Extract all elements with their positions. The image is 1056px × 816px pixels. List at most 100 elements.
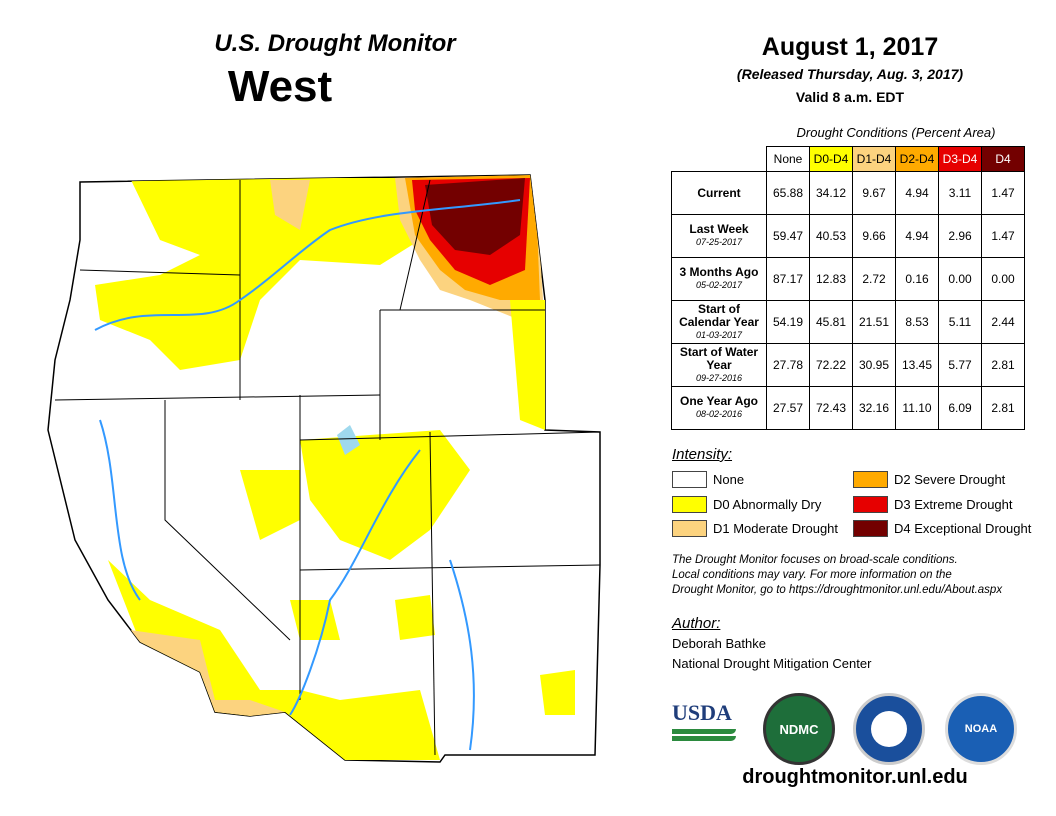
table-cell: 2.72 [852, 257, 896, 301]
legend-swatch [853, 471, 888, 488]
row-label-text: Start of Calendar Year [679, 301, 759, 329]
note-line: Local conditions may vary. For more info… [672, 569, 952, 581]
table-cell: 27.57 [766, 386, 810, 430]
legend-item-d2: D2 Severe Drought [853, 471, 1005, 488]
table-cell: 45.81 [809, 300, 853, 344]
legend-swatch [672, 520, 707, 537]
author-label: Author: [672, 615, 721, 632]
d0-area-south [108, 560, 440, 760]
website-url[interactable]: droughtmonitor.unl.edu [742, 766, 968, 788]
commerce-seal-logo [853, 693, 925, 765]
table-cell: 2.96 [938, 214, 982, 258]
legend-item-d0: D0 Abnormally Dry [672, 496, 821, 513]
row-label: Current [671, 171, 767, 215]
great-salt-lake [337, 425, 360, 455]
col-d1-d4: D1-D4 [852, 146, 896, 172]
map-date: August 1, 2017 [761, 33, 939, 61]
d1-area-idaho [270, 180, 310, 230]
row-label: Start of Water Year 09-27-2016 [671, 343, 767, 387]
table-cell: 0.00 [981, 257, 1025, 301]
drought-map [47, 174, 601, 763]
col-d2-d4: D2-D4 [895, 146, 939, 172]
note-line: The Drought Monitor focuses on broad-sca… [672, 554, 958, 566]
table-cell: 11.10 [895, 386, 939, 430]
legend-item-d1: D1 Moderate Drought [672, 520, 838, 537]
legend-title: Intensity: [672, 446, 733, 463]
row-date: 07-25-2017 [695, 237, 743, 247]
table-header-row: None D0-D4 D1-D4 D2-D4 D3-D4 D4 [672, 146, 1025, 172]
drought-conditions-table: None D0-D4 D1-D4 D2-D4 D3-D4 D4 Current 6… [671, 146, 1025, 430]
d4-area [425, 178, 525, 255]
legend-swatch [672, 496, 707, 513]
table-cell: 27.78 [766, 343, 810, 387]
table-cell: 2.81 [981, 343, 1025, 387]
legend-item-none: None [672, 471, 744, 488]
table-cell: 30.95 [852, 343, 896, 387]
noaa-logo: NOAA [945, 693, 1017, 765]
region-title: West [227, 62, 333, 111]
col-d3-d4: D3-D4 [938, 146, 982, 172]
table-cell: 2.44 [981, 300, 1025, 344]
table-row: Start of Water Year 09-27-2016 27.78 72.22 3… [671, 343, 1025, 387]
row-date: 05-02-2017 [695, 280, 743, 290]
table-cell: 34.12 [809, 171, 853, 215]
release-date: (Released Thursday, Aug. 3, 2017) [736, 66, 964, 82]
table-cell: 21.51 [852, 300, 896, 344]
table-cell: 6.09 [938, 386, 982, 430]
table-row: Start of Calendar Year 01-03-2017 54.19 45.… [671, 300, 1025, 344]
legend-swatch [672, 471, 707, 488]
author-name: Deborah Bathke [672, 636, 766, 651]
d0-area-east [510, 300, 545, 430]
col-d4: D4 [981, 146, 1025, 172]
table-cell: 59.47 [766, 214, 810, 258]
map-title: U.S. Drought Monitor [214, 30, 456, 57]
author-org: National Drought Mitigation Center [672, 656, 872, 671]
table-cell: 1.47 [981, 171, 1025, 215]
table-cell: 13.45 [895, 343, 939, 387]
row-label-text: Start of Water Year [679, 344, 759, 372]
rivers [94, 199, 521, 751]
table-cell: 87.17 [766, 257, 810, 301]
note-line: Drought Monitor, go to https://droughtmo… [672, 584, 1003, 596]
table-caption: Drought Conditions (Percent Area) [796, 125, 996, 140]
table-cell: 3.11 [938, 171, 982, 215]
disclaimer-note: The Drought Monitor focuses on broad-sca… [672, 553, 1052, 598]
valid-time: Valid 8 a.m. EDT [795, 89, 905, 105]
table-cell: 72.22 [809, 343, 853, 387]
row-label-text: 3 Months Ago [679, 265, 759, 279]
legend-swatch [853, 496, 888, 513]
table-cell: 32.16 [852, 386, 896, 430]
noaa-logo-text: NOAA [964, 723, 998, 735]
ndmc-logo: NDMC [763, 693, 835, 765]
table-cell: 54.19 [766, 300, 810, 344]
table-cell: 0.00 [938, 257, 982, 301]
row-label: 3 Months Ago 05-02-2017 [671, 257, 767, 301]
table-row: One Year Ago 08-02-2016 27.57 72.43 32.16 11.… [671, 386, 1025, 430]
legend-label: None [713, 472, 745, 487]
table-cell: 0.16 [895, 257, 939, 301]
usda-logo: USDA [672, 700, 736, 748]
row-date: 01-03-2017 [695, 329, 743, 340]
table-cell: 5.11 [938, 300, 982, 344]
legend-label: D1 Moderate Drought [713, 521, 839, 536]
table-cell: 72.43 [809, 386, 853, 430]
table-cell: 12.83 [809, 257, 853, 301]
row-label: Start of Calendar Year 01-03-2017 [671, 300, 767, 344]
row-label-text: Current [697, 185, 741, 200]
table-row: Current 65.88 34.12 9.67 4.94 3.11 1.47 [671, 171, 1025, 215]
table-cell: 4.94 [895, 171, 939, 215]
table-cell: 1.47 [981, 214, 1025, 258]
legend-label: D2 Severe Drought [894, 472, 1006, 487]
table-cell: 9.66 [852, 214, 896, 258]
row-label: One Year Ago 08-02-2016 [671, 386, 767, 430]
col-none: None [766, 146, 810, 172]
usda-logo-text: USDA [672, 700, 732, 725]
table-cell: 5.77 [938, 343, 982, 387]
row-label-text: One Year Ago [679, 394, 759, 408]
legend-label: D0 Abnormally Dry [713, 497, 822, 512]
d0-area-nevada [240, 470, 300, 540]
table-cell: 40.53 [809, 214, 853, 258]
legend-swatch [853, 520, 888, 537]
table-cell: 4.94 [895, 214, 939, 258]
d1-area-south [130, 630, 300, 740]
